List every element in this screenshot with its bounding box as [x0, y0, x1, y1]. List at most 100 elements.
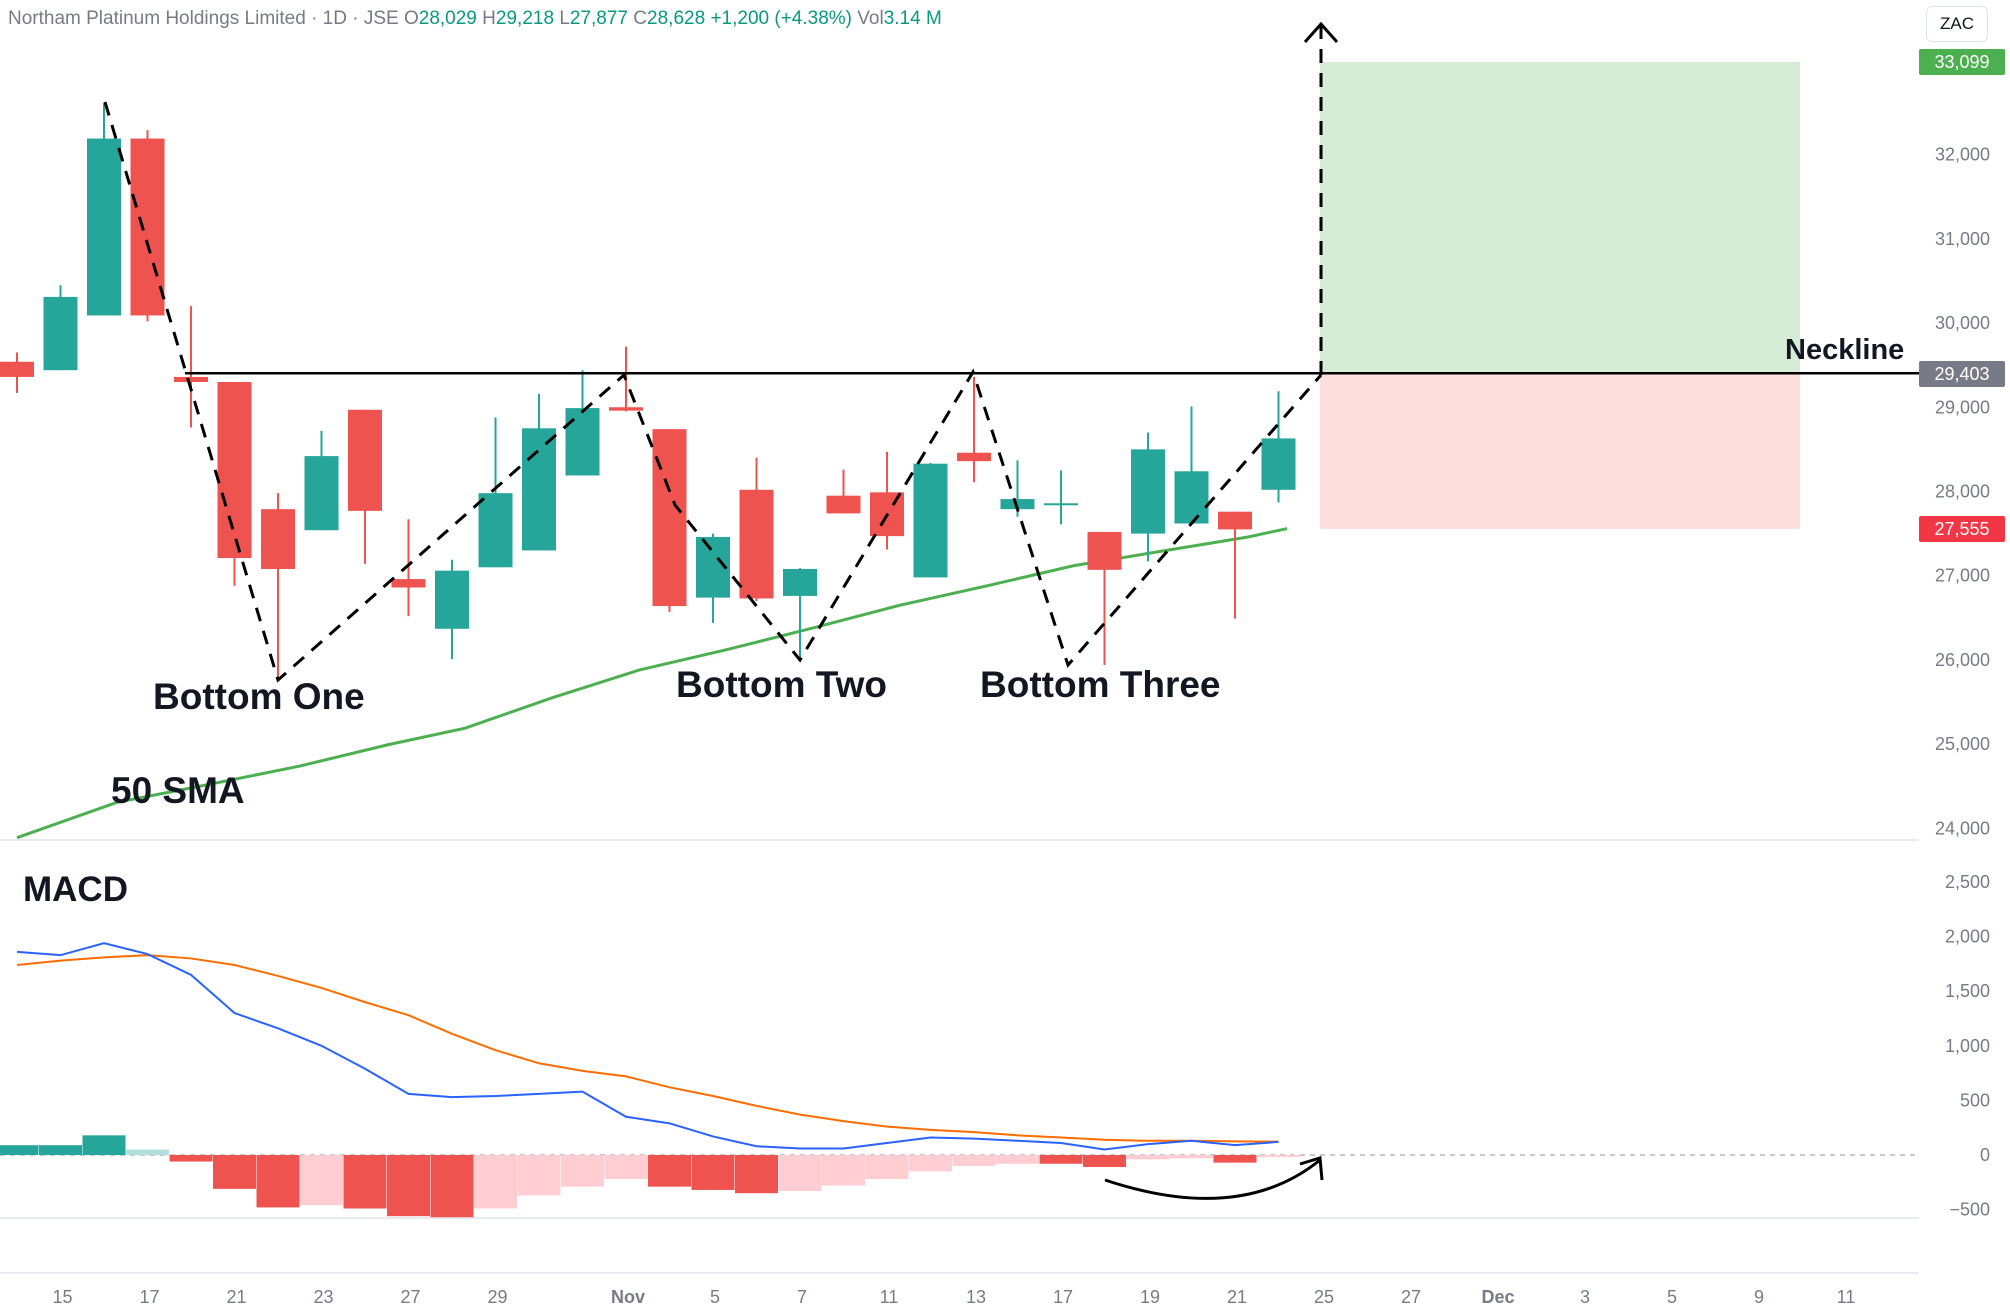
- candle-body: [826, 495, 861, 514]
- time-tick-label: 11: [880, 1287, 899, 1307]
- close-label: C: [633, 8, 648, 29]
- target-price-tag: 33,099: [1919, 49, 2005, 75]
- macd-tick-label: 0: [1980, 1145, 1990, 1165]
- time-tick-label: 7: [797, 1287, 807, 1307]
- open-label: O: [403, 8, 419, 29]
- macd-histogram-bar: [82, 1135, 126, 1155]
- bottom-three-label: Bottom Three: [980, 664, 1221, 705]
- crossover-arrow: [1104, 1158, 1321, 1200]
- macd-histogram-bar: [822, 1155, 865, 1186]
- time-tick-label: 3: [1580, 1287, 1590, 1307]
- macd-histogram-bar: [169, 1155, 213, 1162]
- macd-histogram-bar: [39, 1145, 82, 1155]
- price-tick-label: 25,000: [1935, 734, 1990, 754]
- macd-histogram-bar: [952, 1155, 996, 1166]
- candle-body: [1044, 503, 1078, 506]
- time-tick-label: 17: [1053, 1287, 1073, 1307]
- macd-histogram-bar: [474, 1155, 517, 1209]
- candle-body: [957, 452, 991, 462]
- macd-tick-label: 2,500: [1945, 872, 1990, 892]
- stop-zone: [1320, 373, 1800, 529]
- candle-body: [1087, 531, 1122, 570]
- time-tick-label: 19: [1140, 1287, 1160, 1307]
- bottom-one-label: Bottom One: [153, 676, 365, 717]
- macd-histogram-bar: [256, 1155, 300, 1208]
- time-tick-label: 17: [139, 1287, 159, 1307]
- price-tick-label: 30,000: [1935, 313, 1990, 333]
- macd-histogram-bar: [430, 1155, 474, 1218]
- time-tick-label: 15: [52, 1287, 72, 1307]
- candle-body: [478, 493, 513, 568]
- macd-histogram-bar: [1213, 1155, 1257, 1163]
- time-tick-label: 27: [400, 1287, 420, 1307]
- macd-histogram-bar: [1257, 1155, 1300, 1157]
- price-axis[interactable]: 24,000 25,000 26,000 27,000 28,000 29,000 30,0…: [1935, 145, 1990, 1220]
- signal-line: [16, 954, 1279, 1143]
- low-label: L: [559, 8, 570, 29]
- price-tick-label: 31,000: [1935, 229, 1990, 249]
- pattern-zigzag: [103, 101, 1323, 683]
- symbol-title[interactable]: Northam Platinum Holdings Limited · 1D ·…: [8, 8, 399, 29]
- candle-body: [783, 568, 817, 596]
- bottom-two-label: Bottom Two: [676, 664, 887, 705]
- high-label: H: [482, 8, 496, 29]
- time-tick-label: 23: [313, 1287, 333, 1307]
- target-zone: [1320, 61, 1800, 374]
- volume-value: 3.14 M: [883, 8, 942, 29]
- macd-histogram-bar: [1126, 1155, 1170, 1160]
- candle-body: [522, 428, 556, 551]
- macd-histogram-bar: [561, 1155, 604, 1187]
- macd-label: MACD: [23, 870, 128, 909]
- macd-histogram-bar: [735, 1155, 778, 1194]
- candle-body: [217, 381, 252, 559]
- grid-lines: [0, 839, 1919, 1274]
- pattern-lines: [103, 21, 1919, 683]
- time-tick-label: 21: [1227, 1287, 1247, 1307]
- candle-body: [304, 456, 339, 531]
- macd-histogram-bar: [909, 1155, 952, 1172]
- macd-histogram-bar: [1170, 1155, 1213, 1159]
- candle-body: [1261, 438, 1296, 490]
- trade-zones: [1320, 61, 1800, 529]
- macd-histogram-bar: [126, 1149, 169, 1155]
- price-tick-label: 24,000: [1935, 818, 1990, 838]
- candle-body: [565, 408, 600, 476]
- time-tick-label: 9: [1754, 1287, 1764, 1307]
- macd-histogram-bar: [387, 1155, 430, 1217]
- time-tick-label: 13: [966, 1287, 986, 1307]
- time-tick-label: 11: [1837, 1287, 1856, 1307]
- macd-histogram-bar: [0, 1145, 39, 1155]
- macd-histogram-bar: [517, 1155, 561, 1196]
- price-tick-label: 27,000: [1935, 566, 1990, 586]
- macd-tick-label: 2,000: [1945, 927, 1990, 947]
- price-tick-label: 32,000: [1935, 145, 1990, 165]
- macd-histogram-bar: [691, 1155, 735, 1190]
- macd-histogram-bar: [778, 1155, 822, 1192]
- neckline-price-tag: 29,403: [1919, 361, 2005, 387]
- change-value: +1,200 (+4.38%): [710, 8, 852, 29]
- open-value: 28,029: [418, 8, 477, 29]
- low-value: 27,877: [569, 8, 629, 29]
- close-value: 28,628: [647, 8, 706, 29]
- candle-body: [87, 138, 121, 316]
- crossover-arrowhead: [1299, 1156, 1324, 1181]
- time-axis[interactable]: 15 17 21 23 27 29 Nov 5 7 11 13 17 19 21 25 27 Dec 3 5 9 11: [52, 1287, 1855, 1307]
- candle-body: [43, 296, 78, 371]
- macd-histogram-bar: [648, 1155, 691, 1187]
- candle-body: [0, 361, 34, 377]
- candle-body: [652, 429, 687, 607]
- candle-body: [348, 409, 382, 511]
- macd-histogram-bar: [1083, 1155, 1126, 1168]
- candle-body: [1174, 471, 1209, 524]
- high-value: 29,218: [495, 8, 555, 29]
- currency-button[interactable]: ZAC: [1926, 6, 1988, 42]
- macd-histogram-bar: [604, 1155, 648, 1180]
- price-tick-label: 28,000: [1935, 481, 1990, 501]
- sma-label: 50 SMA: [111, 770, 245, 811]
- macd-histogram-bar: [213, 1155, 256, 1189]
- macd-histogram-bar: [343, 1155, 387, 1209]
- macd-histogram-bar: [996, 1155, 1039, 1164]
- price-tick-label: 29,000: [1935, 397, 1990, 417]
- candle-body: [130, 138, 165, 316]
